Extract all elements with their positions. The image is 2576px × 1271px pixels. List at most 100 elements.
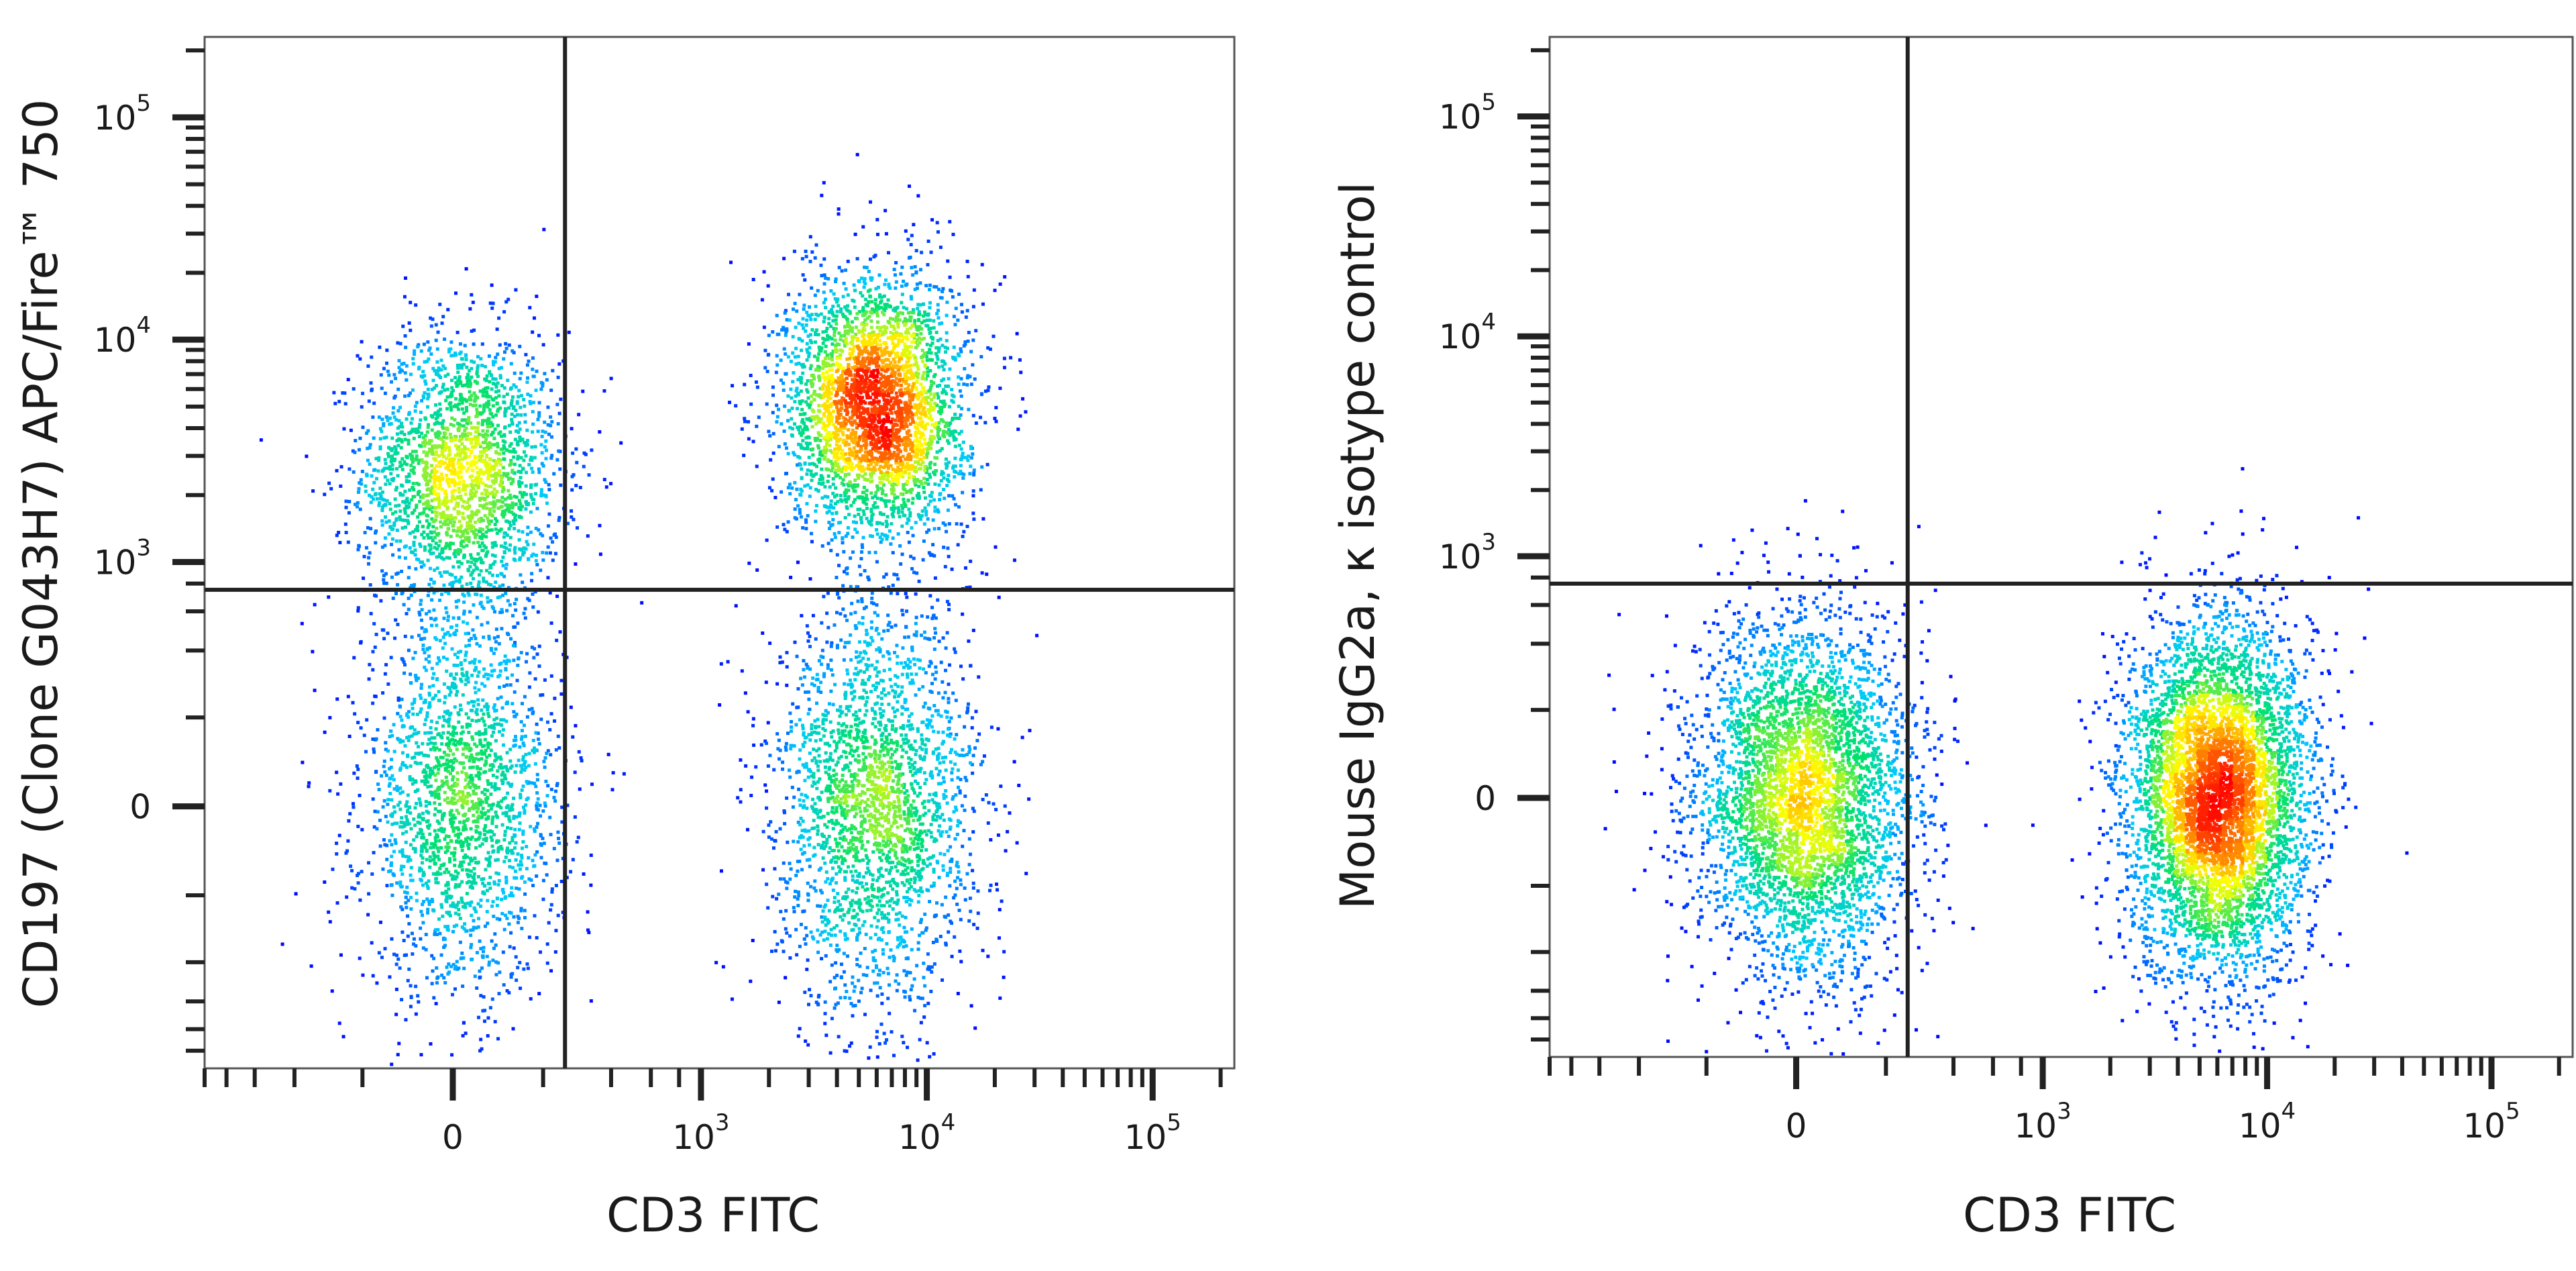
event-dot bbox=[397, 503, 401, 507]
event-dot bbox=[985, 462, 989, 466]
event-dot bbox=[968, 374, 972, 378]
event-dot bbox=[948, 275, 952, 279]
event-dot bbox=[792, 744, 796, 748]
event-dot bbox=[926, 262, 930, 266]
event-dot bbox=[972, 923, 976, 927]
event-dot bbox=[775, 525, 780, 529]
event-dot bbox=[504, 668, 508, 672]
event-dot bbox=[905, 307, 909, 311]
event-dot bbox=[449, 964, 453, 968]
event-dot bbox=[952, 497, 956, 501]
event-dot bbox=[903, 697, 907, 701]
event-dot bbox=[955, 886, 959, 891]
event-dot bbox=[919, 633, 923, 638]
event-dot bbox=[920, 514, 924, 518]
event-dot bbox=[486, 582, 490, 587]
event-dot bbox=[498, 729, 502, 733]
event-dot bbox=[383, 947, 387, 951]
event-dot bbox=[788, 862, 792, 866]
event-dot bbox=[356, 872, 360, 876]
event-dot bbox=[490, 669, 494, 673]
event-dot bbox=[949, 919, 953, 923]
event-dot bbox=[517, 917, 521, 921]
event-dot bbox=[863, 681, 867, 685]
event-dot bbox=[466, 901, 470, 905]
event-dot bbox=[861, 225, 865, 229]
event-dot bbox=[877, 646, 881, 650]
event-dot bbox=[514, 858, 518, 862]
event-dot bbox=[878, 511, 882, 515]
event-dot bbox=[866, 657, 870, 661]
event-dot bbox=[934, 791, 938, 795]
event-dot bbox=[442, 976, 446, 980]
event-dot bbox=[407, 474, 411, 478]
event-dot bbox=[802, 326, 806, 330]
event-dot bbox=[492, 585, 496, 589]
event-dot bbox=[494, 640, 498, 644]
event-dot bbox=[938, 761, 942, 765]
event-dot bbox=[527, 359, 531, 363]
event-dot bbox=[454, 883, 458, 887]
event-dot bbox=[494, 709, 498, 713]
event-dot bbox=[421, 903, 425, 907]
event-dot bbox=[853, 718, 857, 722]
event-dot bbox=[496, 352, 500, 356]
event-dot bbox=[458, 703, 462, 707]
event-dot bbox=[437, 555, 441, 559]
event-dot bbox=[869, 620, 873, 624]
event-dot bbox=[846, 304, 850, 308]
event-dot bbox=[504, 805, 508, 809]
event-dot bbox=[981, 302, 985, 306]
event-dot bbox=[839, 310, 843, 314]
event-dot bbox=[944, 457, 948, 461]
event-dot bbox=[484, 857, 488, 861]
event-dot bbox=[942, 760, 946, 764]
event-dot bbox=[492, 730, 496, 734]
event-dot bbox=[510, 412, 514, 416]
event-dot bbox=[851, 520, 855, 524]
event-dot bbox=[945, 339, 949, 343]
event-dot bbox=[834, 1003, 838, 1007]
event-dot bbox=[888, 529, 892, 533]
event-dot bbox=[515, 413, 519, 417]
event-dot bbox=[826, 625, 830, 629]
event-dot bbox=[933, 837, 937, 841]
event-dot bbox=[887, 930, 891, 934]
event-dot bbox=[824, 844, 828, 848]
event-dot bbox=[825, 841, 829, 845]
event-dot bbox=[488, 564, 492, 568]
event-dot bbox=[800, 446, 804, 450]
event-dot bbox=[460, 672, 464, 676]
event-dot bbox=[922, 630, 926, 634]
event-dot bbox=[802, 307, 806, 311]
event-dot bbox=[400, 425, 405, 429]
event-dot bbox=[814, 1001, 818, 1005]
event-dot bbox=[861, 536, 865, 540]
event-dot bbox=[749, 793, 753, 797]
event-dot bbox=[349, 428, 353, 432]
event-dot bbox=[394, 841, 398, 845]
event-dot bbox=[519, 793, 523, 797]
event-dot bbox=[539, 693, 543, 697]
event-dot bbox=[414, 567, 418, 571]
event-dot bbox=[773, 867, 777, 871]
event-dot bbox=[788, 934, 792, 938]
event-dot bbox=[384, 741, 388, 745]
event-dot bbox=[402, 954, 407, 958]
event-dot bbox=[881, 679, 885, 683]
event-dot bbox=[824, 903, 828, 907]
event-dot bbox=[429, 741, 433, 745]
event-dot bbox=[515, 712, 519, 716]
event-dot bbox=[522, 550, 526, 554]
event-dot bbox=[370, 355, 374, 359]
event-dot bbox=[456, 599, 460, 603]
event-dot bbox=[962, 829, 966, 833]
event-dot bbox=[458, 375, 462, 379]
event-dot bbox=[517, 887, 521, 891]
event-dot bbox=[957, 714, 961, 718]
event-dot bbox=[932, 915, 936, 919]
event-dot bbox=[949, 748, 953, 752]
event-dot bbox=[929, 770, 933, 774]
event-dot bbox=[507, 911, 511, 915]
event-dot bbox=[894, 682, 898, 687]
